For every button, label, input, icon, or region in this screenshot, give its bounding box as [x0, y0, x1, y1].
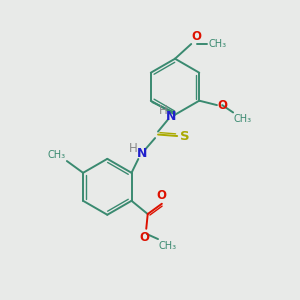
Text: O: O — [140, 231, 150, 244]
Text: CH₃: CH₃ — [208, 39, 226, 49]
Text: O: O — [218, 99, 227, 112]
Text: H: H — [129, 142, 138, 155]
Text: S: S — [179, 130, 189, 142]
Text: CH₃: CH₃ — [234, 114, 252, 124]
Text: CH₃: CH₃ — [47, 150, 65, 160]
Text: N: N — [136, 147, 147, 160]
Text: CH₃: CH₃ — [158, 241, 176, 250]
Text: O: O — [157, 189, 167, 202]
Text: H: H — [159, 104, 167, 118]
Text: O: O — [192, 30, 202, 44]
Text: N: N — [166, 110, 176, 123]
